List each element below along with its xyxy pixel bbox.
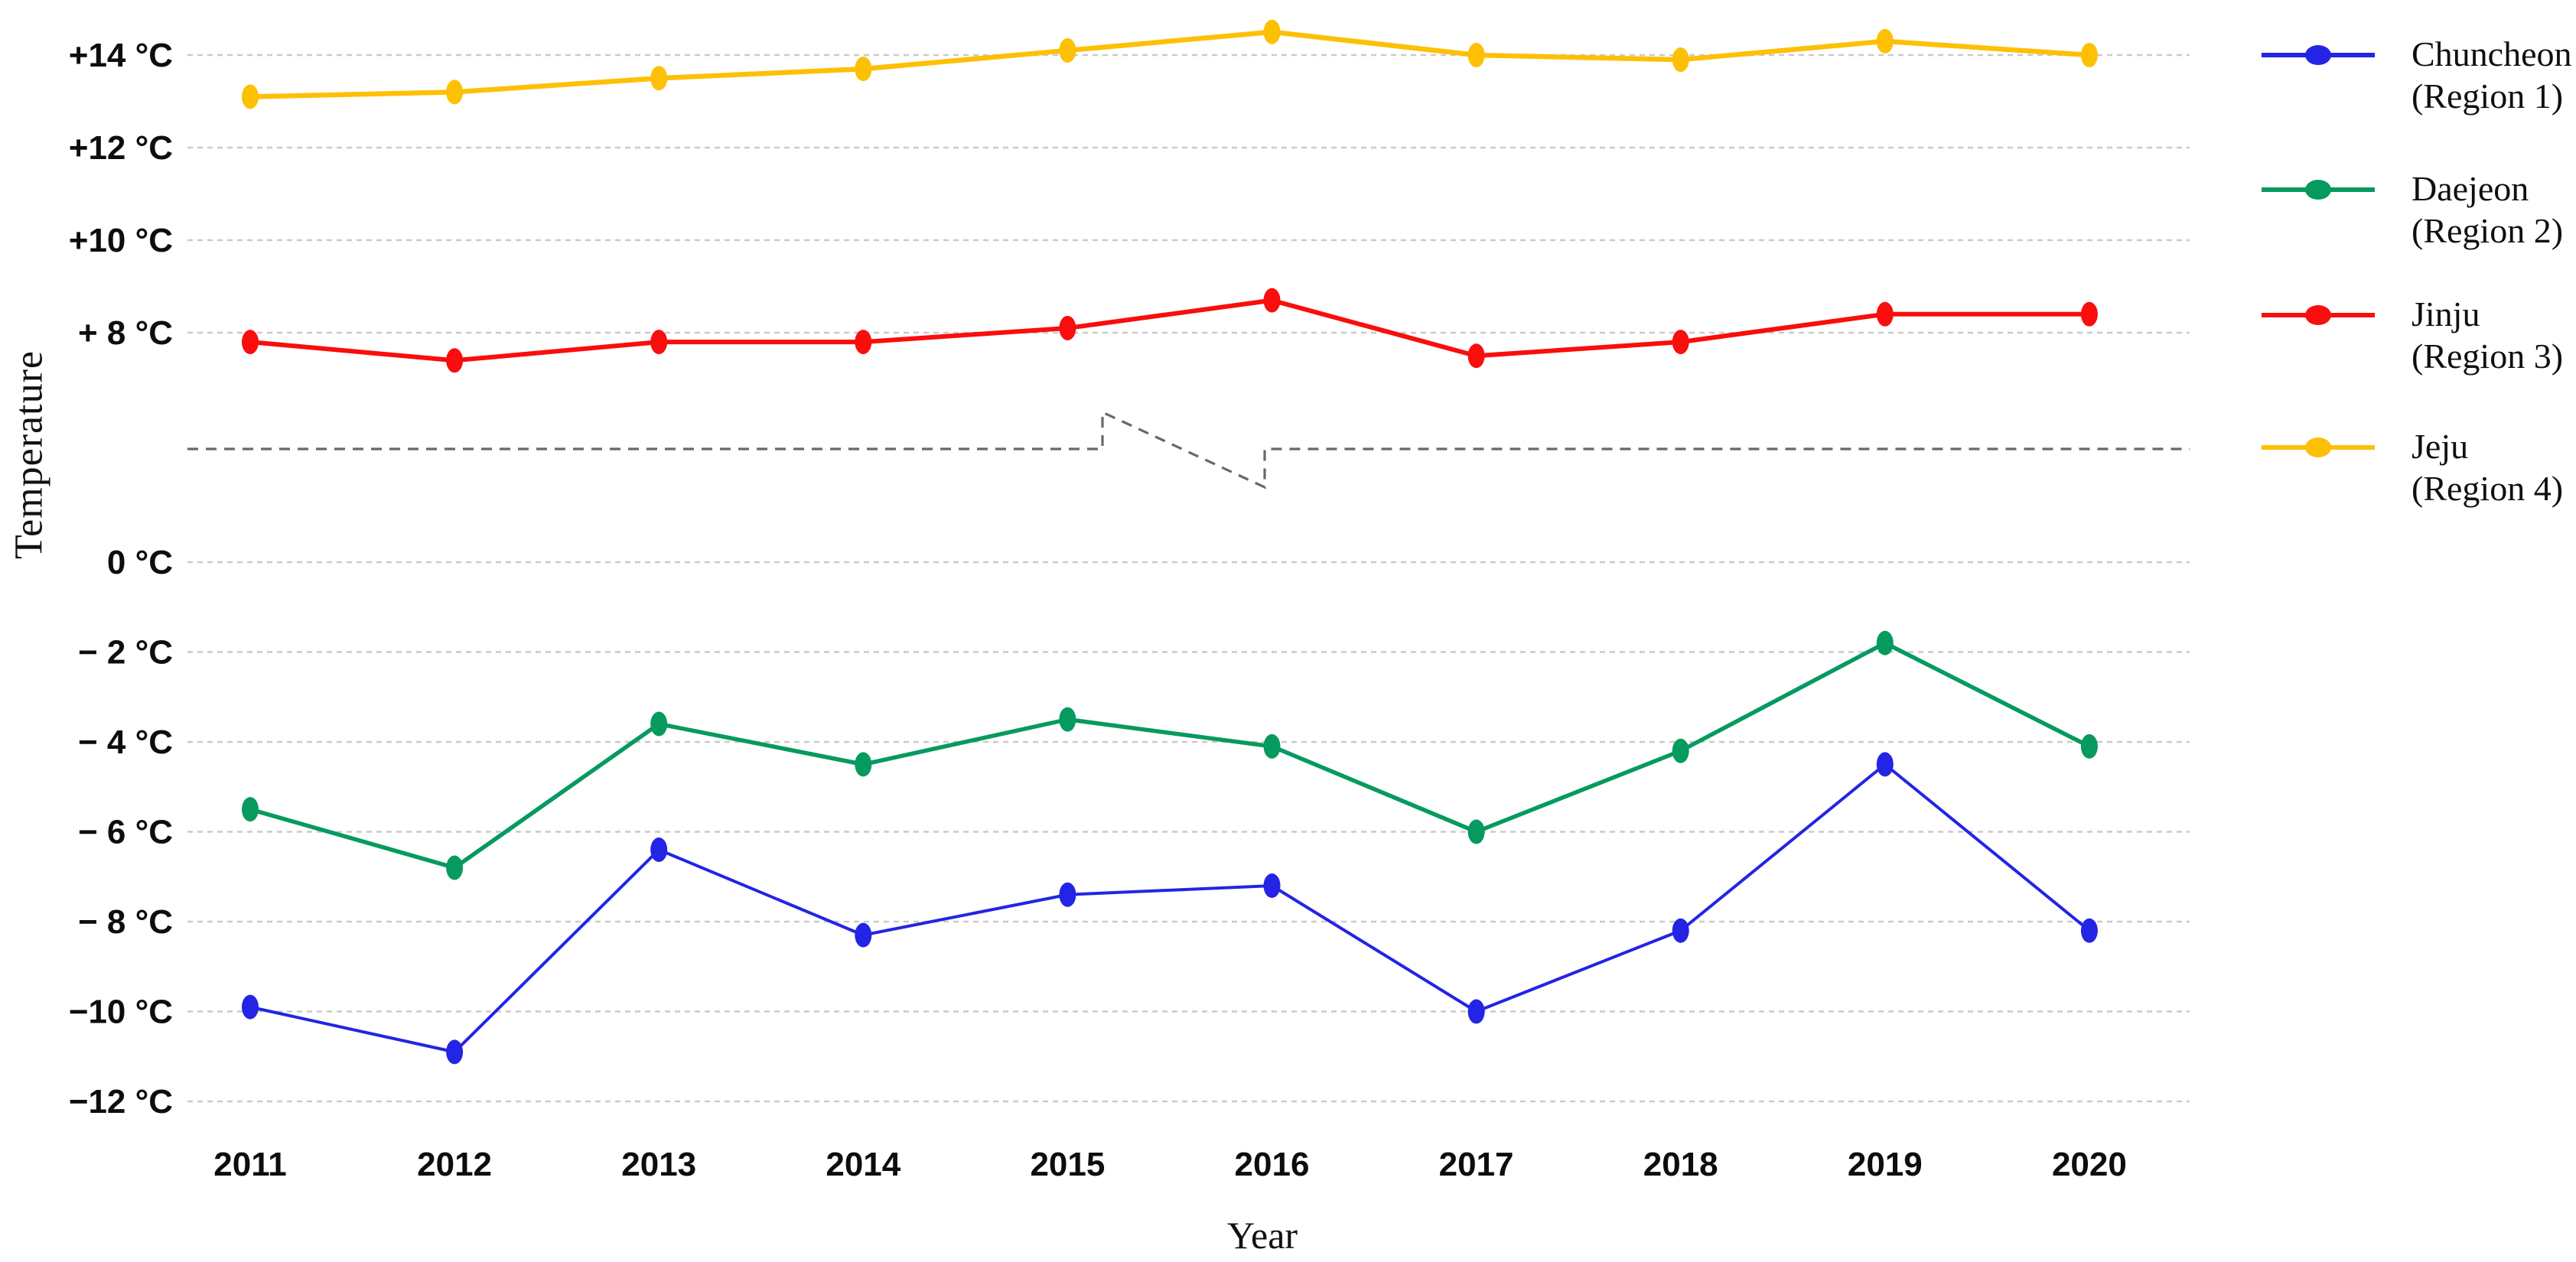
series-line-daejeon [249,641,2091,870]
data-point-daejeon-2014 [855,752,872,777]
y-tick-label: +12 °C [69,129,173,167]
data-point-chuncheon-2019 [1876,752,1894,777]
legend-label-jeju: Jeju (Region 4) [2412,425,2563,509]
x-tick-label: 2011 [213,1146,286,1183]
data-point-jinju-2020 [2080,301,2098,327]
data-point-jeju-2016 [1263,19,1281,44]
data-point-daejeon-2011 [242,797,259,822]
legend-label-chuncheon: Chuncheon (Region 1) [2412,33,2572,117]
data-point-jeju-2019 [1876,28,1894,54]
data-point-chuncheon-2018 [1672,918,1689,943]
data-point-chuncheon-2017 [1467,999,1485,1024]
data-point-jinju-2015 [1059,315,1076,340]
data-point-chuncheon-2016 [1263,873,1281,898]
data-point-jinju-2014 [855,330,872,355]
data-point-jinju-2012 [446,348,464,373]
data-point-jeju-2011 [242,84,259,109]
legend-series-name: Jinju [2412,294,2480,333]
y-tick-label: − 8 °C [78,903,173,941]
data-point-daejeon-2020 [2080,733,2098,759]
legend-marker-daejeon-icon [2262,180,2375,200]
data-point-jeju-2017 [1467,43,1485,67]
y-tick-label: +10 °C [69,222,173,259]
y-tick-label: − 6 °C [78,814,173,851]
data-point-jinju-2018 [1672,330,1689,355]
data-point-daejeon-2017 [1467,819,1485,844]
legend-dot-sample [2305,437,2331,457]
data-point-jeju-2015 [1059,37,1076,63]
x-tick-label: 2018 [1643,1146,1718,1183]
x-tick-label: 2017 [1439,1146,1514,1183]
x-tick-label: 2014 [826,1146,900,1183]
data-point-jinju-2017 [1467,343,1485,369]
legend-item-jeju: Jeju (Region 4) [2258,426,2563,509]
x-tick-label: 2015 [1030,1146,1105,1183]
data-point-jeju-2013 [650,66,668,91]
legend-item-jinju: Jinju (Region 3) [2258,294,2563,377]
legend-marker-jinju-icon [2262,305,2375,325]
data-point-daejeon-2019 [1876,630,1894,655]
data-point-daejeon-2018 [1672,738,1689,763]
data-point-jeju-2014 [855,57,872,82]
data-point-daejeon-2016 [1263,733,1281,759]
x-axis-title: Year [1226,1214,1298,1257]
data-point-chuncheon-2013 [650,838,668,862]
data-point-chuncheon-2015 [1059,882,1076,907]
legend-series-region: (Region 2) [2412,211,2564,250]
y-tick-label: −10 °C [69,994,173,1031]
legend-series-name: Chuncheon [2412,34,2572,73]
data-point-jinju-2016 [1263,288,1281,313]
x-tick-label: 2016 [1235,1146,1310,1183]
y-tick-label: +14 °C [69,37,173,74]
data-point-chuncheon-2020 [2080,918,2098,943]
x-tick-label: 2012 [417,1146,492,1183]
data-point-jinju-2013 [650,330,668,355]
y-tick-label: − 2 °C [78,634,173,672]
legend-series-region: (Region 1) [2412,76,2564,115]
legend-dot-sample [2305,305,2331,325]
legend-label-jinju: Jinju (Region 3) [2412,293,2563,377]
data-point-jeju-2018 [1672,47,1689,73]
legend-dot-sample [2305,180,2331,200]
data-point-chuncheon-2012 [446,1039,464,1065]
legend-series-name: Jeju [2412,427,2469,466]
series-line-chuncheon [249,763,2091,1054]
data-point-daejeon-2012 [446,855,464,880]
y-tick-label: −12 °C [69,1083,173,1121]
x-tick-label: 2019 [1848,1146,1923,1183]
legend-dot-sample [2305,45,2331,65]
legend-marker-chuncheon-icon [2262,45,2375,65]
series-line-jinju [249,298,2089,363]
legend-series-region: (Region 4) [2412,469,2564,508]
x-tick-label: 2020 [2052,1146,2127,1183]
data-point-jinju-2011 [242,330,259,355]
legend-series-name: Daejeon [2412,169,2529,208]
data-point-jeju-2020 [2080,43,2098,67]
y-axis-title: Temperature [7,350,51,560]
y-tick-label: 0 °C [107,544,173,581]
data-point-jinju-2019 [1876,301,1894,327]
x-tick-label: 2013 [621,1146,696,1183]
legend-label-daejeon: Daejeon (Region 2) [2412,168,2563,252]
y-tick-label: − 4 °C [78,724,173,761]
legend-item-daejeon: Daejeon (Region 2) [2258,168,2563,252]
y-tick-label: + 8 °C [78,314,173,352]
data-point-chuncheon-2011 [242,994,259,1020]
data-point-daejeon-2015 [1059,707,1076,732]
data-point-daejeon-2013 [650,711,668,737]
axis-break-line [187,410,2190,490]
series-line-jeju [249,29,2090,99]
data-point-jeju-2012 [446,80,464,105]
data-point-chuncheon-2014 [855,922,872,948]
legend-series-region: (Region 3) [2412,337,2564,376]
legend-marker-jeju-icon [2262,437,2375,457]
legend-item-chuncheon: Chuncheon (Region 1) [2258,34,2572,117]
